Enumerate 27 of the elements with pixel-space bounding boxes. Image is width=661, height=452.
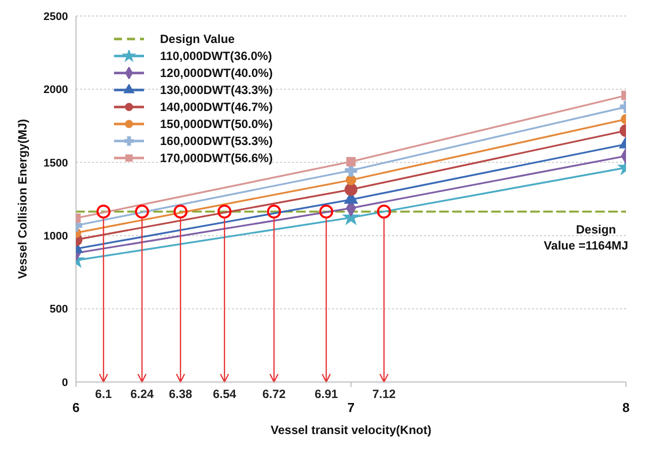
annotation: 6.72: [262, 387, 286, 401]
x-tick-label: 6: [72, 400, 80, 416]
legend-label: 150,000DWT(50.0%): [160, 116, 273, 130]
annotation: 6.91: [314, 387, 338, 401]
x-tick-label: 8: [622, 400, 630, 416]
y-tick-label: 2000: [44, 84, 68, 96]
y-tick-label: 1500: [44, 157, 68, 170]
annotation: Design Value =1164MJ: [544, 222, 628, 253]
y-tick-label: 0: [62, 376, 68, 389]
y-axis-title: Vessel Collision Energy(MJ): [15, 118, 30, 280]
legend-label: Design Value: [160, 32, 235, 46]
annotation: 7.12: [372, 387, 396, 401]
legend-label: 130,000DWT(43.3%): [160, 82, 273, 96]
y-tick-label: 500: [50, 304, 68, 316]
legend-label: 120,000DWT(40.0%): [160, 66, 273, 80]
annotation: 6.24: [130, 387, 154, 401]
annotation: 6.1: [95, 387, 112, 401]
annotation: 6.54: [212, 387, 236, 401]
legend-label: 110,000DWT(36.0%): [160, 48, 272, 62]
y-tick-label: 2500: [44, 10, 68, 23]
legend-label: 170,000DWT(56.6%): [160, 150, 273, 164]
annotation: 6.38: [168, 387, 192, 401]
y-tick-label: 1000: [44, 230, 68, 243]
legend-label: 160,000DWT(53.3%): [160, 134, 273, 148]
x-tick-label: 7: [347, 400, 355, 416]
legend-label: 140,000DWT(46.7%): [160, 100, 273, 114]
x-axis-title: Vessel transit velocity(Knot): [270, 423, 432, 437]
